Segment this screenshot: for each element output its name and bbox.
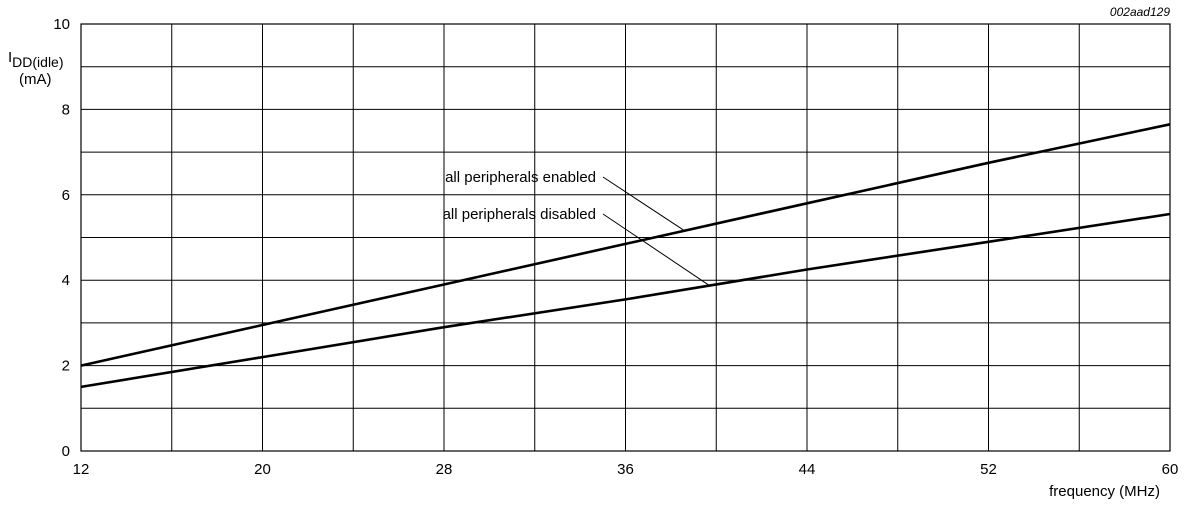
x-tick-label: 20 xyxy=(254,461,271,478)
y-axis-label-main: I xyxy=(8,49,12,66)
x-tick-label: 44 xyxy=(799,461,816,478)
y-tick-label: 2 xyxy=(62,358,70,375)
x-tick-label: 36 xyxy=(617,461,634,478)
series-layer xyxy=(80,123,1171,389)
figure-id: 002aad129 xyxy=(1110,5,1170,19)
y-tick-label: 0 xyxy=(62,443,70,460)
y-tick-label: 4 xyxy=(62,272,70,289)
series-line-1 xyxy=(80,212,1171,389)
x-tick-label: 12 xyxy=(73,461,90,478)
x-tick-label: 60 xyxy=(1162,461,1179,478)
leader-line-1 xyxy=(602,213,710,287)
series-label-1: all peripherals disabled xyxy=(443,206,596,223)
y-axis-label: IDD(idle) xyxy=(8,49,64,70)
y-tick-labels: 0 2 4 6 8 10 xyxy=(53,16,70,460)
x-tick-labels: 12 20 28 36 44 52 60 xyxy=(73,461,1179,478)
x-tick-label: 52 xyxy=(980,461,997,478)
leader-line-0 xyxy=(602,176,685,232)
grid xyxy=(80,23,1171,452)
series-line-0 xyxy=(80,123,1171,367)
series-label-0: all peripherals enabled xyxy=(445,169,596,186)
y-axis-unit: (mA) xyxy=(19,71,52,88)
x-tick-label: 28 xyxy=(436,461,453,478)
y-axis-label-subscript: DD(idle) xyxy=(12,54,63,70)
x-axis-label: frequency (MHz) xyxy=(1049,483,1160,500)
y-tick-label: 10 xyxy=(53,16,70,33)
series-annotations: all peripherals enabled all peripherals d… xyxy=(443,169,710,287)
y-tick-label: 6 xyxy=(62,187,70,204)
plot-frame xyxy=(80,23,1171,452)
y-tick-label: 8 xyxy=(62,101,70,118)
